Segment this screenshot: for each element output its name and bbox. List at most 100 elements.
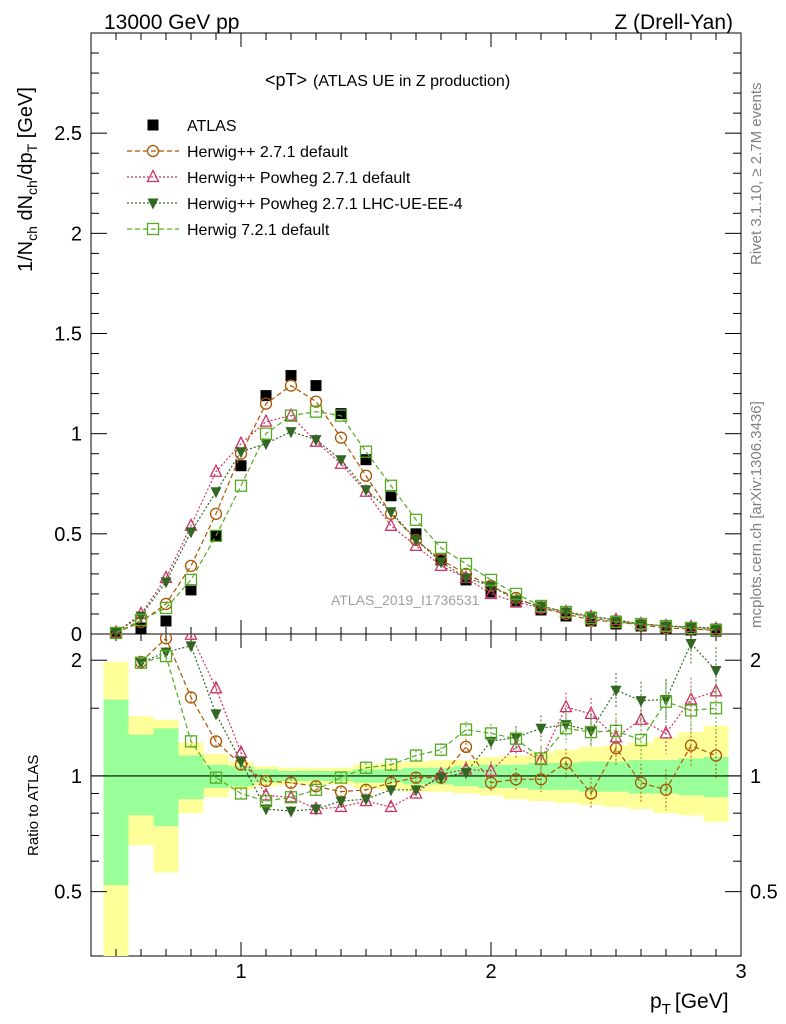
stat-band-bin	[153, 728, 179, 827]
data-point	[284, 409, 298, 422]
x-tick-label: 1	[235, 961, 246, 983]
data-point	[260, 390, 272, 402]
data-point	[509, 587, 523, 601]
ratio-point	[659, 725, 673, 739]
header-right: Z (Drell-Yan)	[614, 11, 733, 34]
ratio-point	[460, 768, 472, 780]
rivet-label: Rivet 3.1.10, ≥ 2.7M events	[748, 83, 765, 266]
ratio-y-axis-label: Ratio to ATLAS	[25, 755, 42, 856]
data-point	[285, 427, 297, 439]
data-point	[484, 585, 498, 600]
ratio-point	[134, 656, 148, 669]
data-point	[660, 621, 672, 633]
ratio-point	[185, 641, 197, 653]
data-point	[510, 595, 522, 607]
data-point	[384, 479, 398, 492]
data-point	[435, 557, 447, 569]
data-point	[659, 619, 673, 633]
axis-ticks: 1 2 3 0 0.5 1 1.5 2 2.5 0.5 0.5 1 1 2 2	[54, 33, 778, 983]
data-point	[359, 445, 373, 458]
data-point	[160, 577, 172, 589]
ratio-series-3	[134, 649, 723, 808]
ratio-point	[710, 666, 722, 678]
legend-entry-3: Herwig++ Powheg 2.7.1 LHC-UE-EE-4	[127, 196, 463, 213]
ratio-y-tick-label: 1	[71, 766, 82, 788]
legend-entry-1: Herwig++ 2.7.1 default	[127, 144, 349, 161]
series-line	[115, 414, 717, 634]
data-point	[385, 507, 397, 519]
data-point	[409, 513, 423, 526]
data-point	[634, 617, 648, 631]
data-point	[309, 395, 323, 408]
ratio-point	[260, 804, 272, 816]
data-point	[359, 483, 373, 497]
data-point	[360, 454, 372, 466]
data-point	[585, 611, 597, 623]
data-point	[259, 413, 273, 427]
data-point	[184, 573, 198, 587]
data-point	[559, 605, 573, 619]
ratio-point	[334, 799, 348, 813]
data-point	[709, 623, 723, 637]
ratio-point	[584, 725, 598, 739]
data-point	[234, 479, 248, 492]
ratio-point	[484, 763, 498, 777]
ratio-point	[534, 773, 548, 786]
y-tick-label: 2	[71, 223, 82, 245]
y-tick-label: 0.5	[54, 524, 82, 546]
data-point	[584, 611, 598, 625]
ratio-point	[660, 695, 672, 707]
ratio-point	[684, 691, 698, 705]
ratio-point	[409, 771, 423, 784]
data-point	[185, 584, 197, 596]
data-point	[334, 455, 348, 469]
data-point	[259, 397, 273, 410]
ratio-point	[584, 787, 598, 800]
ratio-data	[134, 634, 723, 818]
x-tick-label: 2	[485, 961, 496, 983]
legend-entry-4: Herwig 7.2.1 default	[127, 222, 330, 239]
ratio-point	[709, 683, 723, 697]
data-point	[635, 619, 647, 631]
data-point	[334, 431, 348, 444]
data-point	[335, 408, 347, 420]
data-point	[385, 490, 397, 502]
data-point	[184, 559, 198, 573]
ratio-y-tick-label-right: 2	[750, 650, 761, 672]
ratio-y-tick-label: 0.5	[54, 882, 82, 904]
chart-title: <pT> (ATLAS UE in Z production)	[265, 70, 510, 90]
data-point	[359, 469, 373, 482]
ratio-point	[634, 776, 648, 789]
ratio-point	[634, 711, 648, 725]
x-tick-label: 3	[735, 961, 746, 983]
ratio-point	[235, 757, 247, 769]
data-point	[309, 405, 323, 418]
data-point	[610, 615, 622, 627]
ratio-point	[384, 758, 398, 771]
data-point	[109, 626, 123, 640]
data-point	[384, 517, 398, 531]
ratio-point	[285, 806, 297, 818]
data-point	[360, 485, 372, 497]
data-point	[310, 435, 322, 447]
main-data	[109, 370, 723, 640]
ratio-point	[434, 743, 448, 756]
ratio-point	[310, 804, 322, 816]
ratio-point	[685, 639, 697, 651]
legend-label: ATLAS	[187, 118, 237, 135]
data-point	[460, 573, 472, 585]
data-point	[285, 370, 297, 382]
ratio-point	[559, 722, 573, 735]
chart-title-sub: (ATLAS UE in Z production)	[313, 73, 510, 90]
data-point	[110, 627, 122, 639]
ratio-point	[609, 724, 623, 737]
ratio-point	[159, 649, 173, 663]
data-point	[209, 463, 223, 477]
ratio-line	[140, 655, 717, 802]
stat-band-bin	[603, 761, 629, 792]
data-point	[434, 541, 448, 555]
ratio-point	[209, 771, 223, 784]
ratio-point	[509, 773, 523, 786]
series-line	[115, 411, 717, 634]
ratio-point	[509, 738, 523, 753]
